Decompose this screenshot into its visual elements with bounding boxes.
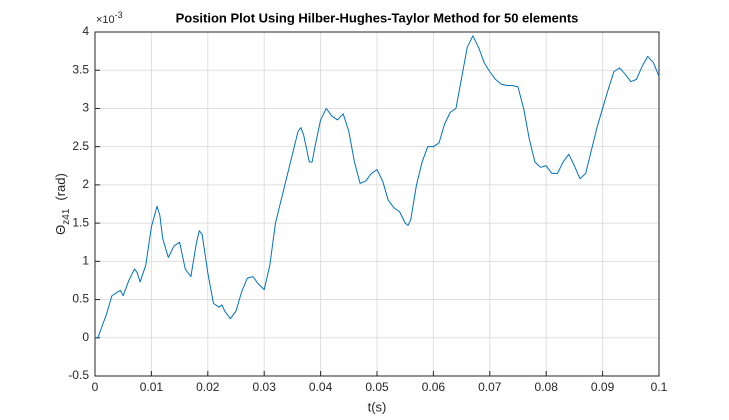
x-tick-label: 0.06 (422, 380, 446, 394)
x-tick-label: 0.1 (651, 380, 668, 394)
x-tick-label: 0.04 (309, 380, 333, 394)
y-tick-label: 2 (82, 177, 89, 191)
y-tick-label: 1 (82, 254, 89, 268)
data-line (95, 35, 660, 339)
x-axis-label: t(s) (368, 399, 387, 414)
x-tick-label: 0 (92, 380, 99, 394)
y-tick-label: 4 (82, 24, 89, 38)
x-tick-label: 0.05 (365, 380, 389, 394)
y-exponent-power: -3 (115, 10, 123, 20)
x-tick-label: 0.01 (140, 380, 164, 394)
y-tick-label: 0 (82, 330, 89, 344)
x-tick-label: 0.09 (591, 380, 615, 394)
y-exponent-base: ×10 (96, 14, 115, 26)
y-tick-label: 2.5 (72, 139, 89, 153)
y-axis-label: Θz41 (rad) (53, 173, 71, 235)
chart-title: Position Plot Using Hilber-Hughes-Taylor… (176, 10, 579, 25)
y-tick-label: 0.5 (72, 292, 89, 306)
x-tick-label: 0.07 (478, 380, 502, 394)
x-tick-label: 0.08 (535, 380, 559, 394)
y-tick-label: 3 (82, 101, 89, 115)
y-tick-label: 1.5 (72, 215, 89, 229)
axes-box (94, 31, 660, 377)
y-tick-label: 3.5 (72, 62, 89, 76)
x-tick-label: 0.03 (253, 380, 277, 394)
y-label-subscript: z41 (61, 208, 72, 225)
y-label-symbol: Θ (53, 225, 68, 235)
y-tick-label: -0.5 (68, 368, 89, 382)
y-label-unit: (rad) (53, 173, 68, 200)
y-exponent: ×10-3 (96, 10, 123, 26)
x-tick-label: 0.02 (196, 380, 220, 394)
